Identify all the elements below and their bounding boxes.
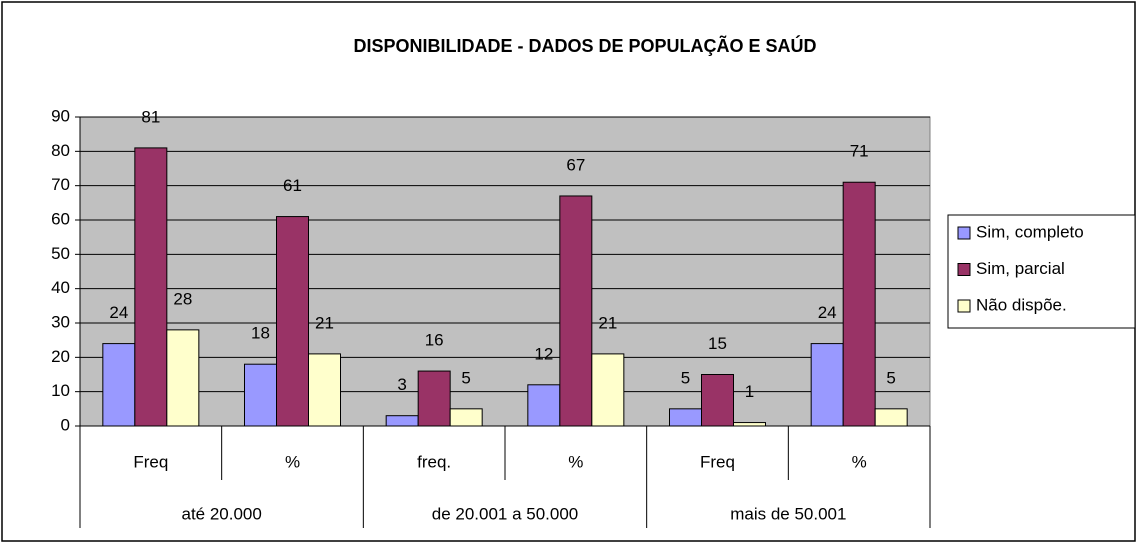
y-tick-label: 80 (51, 141, 70, 160)
data-label: 21 (315, 313, 334, 332)
group-label: mais de 50.001 (730, 504, 846, 523)
legend-label: Sim, completo (976, 222, 1084, 241)
x-tick-label: Freq (133, 452, 168, 471)
bar (166, 329, 200, 427)
bar (669, 408, 702, 427)
y-tick-label: 0 (61, 415, 70, 434)
y-tick-label: 20 (51, 347, 70, 366)
bar (102, 343, 136, 427)
bar (134, 147, 168, 427)
data-label: 18 (251, 324, 270, 343)
y-tick-label: 70 (51, 175, 70, 194)
data-label: 15 (708, 334, 727, 353)
bar (527, 384, 561, 427)
y-tick-label: 40 (51, 278, 70, 297)
data-label: 5 (886, 368, 895, 387)
data-label: 5 (461, 368, 470, 387)
bar (244, 363, 277, 427)
data-label: 1 (745, 382, 754, 401)
legend-label: Sim, parcial (976, 259, 1065, 278)
legend-swatch (957, 226, 971, 240)
data-label: 81 (141, 107, 160, 126)
legend-swatch (957, 263, 971, 276)
y-tick-label: 60 (51, 209, 70, 228)
data-label: 12 (534, 344, 553, 363)
y-tick-label: 90 (51, 106, 70, 125)
legend-swatch (957, 299, 971, 313)
data-label: 21 (598, 313, 617, 332)
bar (449, 408, 483, 427)
x-tick-label: % (852, 452, 867, 471)
x-tick-label: freq. (417, 452, 451, 471)
x-tick-label: % (568, 452, 583, 471)
data-label: 67 (566, 155, 585, 174)
y-tick-label: 50 (51, 244, 70, 263)
data-label: 24 (818, 303, 837, 322)
group-label: de 20.001 a 50.000 (432, 504, 579, 523)
bar (842, 181, 876, 427)
group-label: até 20.000 (181, 504, 261, 523)
bar (417, 370, 451, 427)
bar (276, 216, 309, 427)
legend-label: Não dispõe. (976, 295, 1067, 314)
data-label: 61 (283, 176, 302, 195)
bar (733, 422, 766, 427)
x-tick-label: % (285, 452, 300, 471)
data-label: 28 (173, 289, 192, 308)
bar (701, 374, 734, 427)
plot-area (79, 116, 931, 427)
data-label: 3 (397, 375, 406, 394)
legend-box (947, 214, 1136, 329)
bar (385, 415, 419, 427)
data-label: 16 (425, 331, 444, 350)
bar (559, 195, 593, 427)
y-tick-label: 30 (51, 312, 70, 331)
data-label: 24 (109, 303, 128, 322)
chart-title: DISPONIBILIDADE - DADOS DE POPULAÇÃO E S… (353, 35, 816, 56)
bar (810, 343, 844, 427)
data-label: 71 (850, 142, 869, 161)
data-label: 5 (681, 368, 690, 387)
bar (308, 353, 341, 427)
y-tick-label: 10 (51, 381, 70, 400)
x-tick-label: Freq (700, 452, 735, 471)
bar (874, 408, 908, 427)
bar (591, 353, 625, 427)
